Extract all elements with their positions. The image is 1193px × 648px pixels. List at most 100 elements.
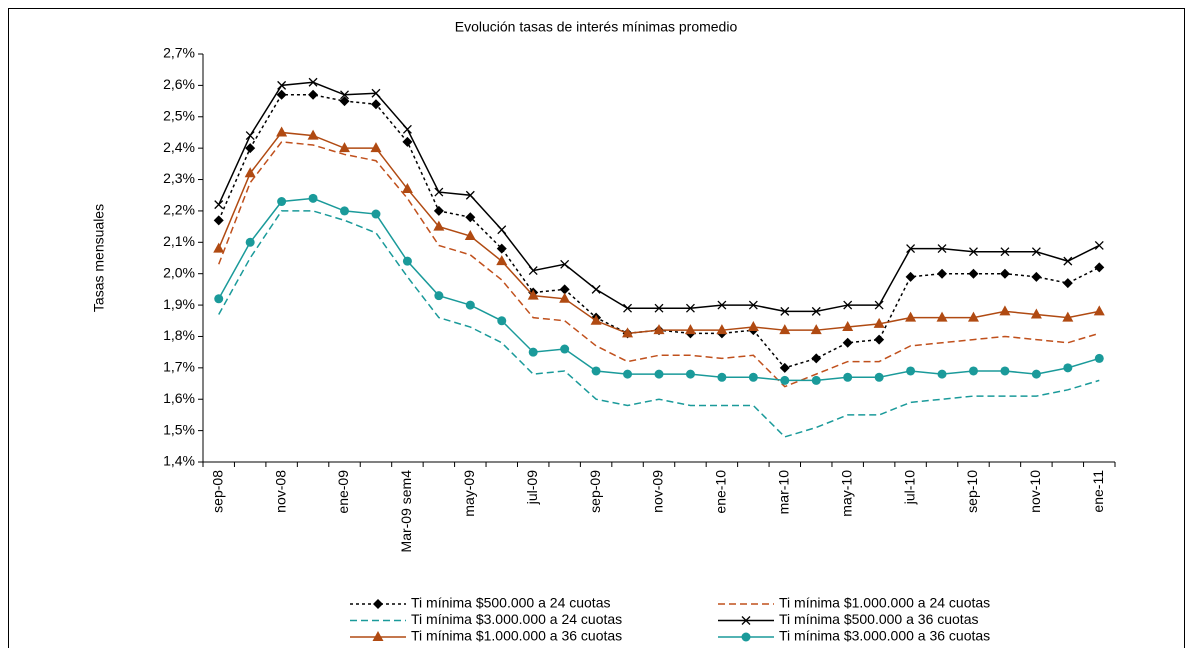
- x-tick-label: nov-08: [272, 470, 288, 513]
- y-tick-label: 1,8%: [163, 327, 195, 343]
- marker: [496, 255, 508, 266]
- y-tick-label: 2,4%: [163, 139, 195, 155]
- marker: [465, 190, 475, 200]
- x-tick-label: sep-10: [964, 470, 980, 513]
- marker: [528, 266, 538, 276]
- y-axis-label: Tasas mensuales: [91, 204, 107, 312]
- x-tick-label: nov-09: [650, 470, 666, 513]
- marker: [371, 209, 381, 219]
- marker: [780, 306, 790, 316]
- marker: [402, 124, 412, 134]
- marker: [717, 300, 727, 310]
- marker: [874, 334, 885, 345]
- marker: [244, 167, 256, 178]
- marker: [560, 259, 570, 269]
- marker: [780, 375, 790, 385]
- marker: [497, 316, 507, 326]
- x-tick-label: may-09: [461, 470, 477, 517]
- marker: [905, 311, 917, 322]
- marker: [685, 303, 695, 313]
- marker: [214, 200, 224, 210]
- marker: [842, 321, 854, 332]
- marker: [402, 136, 413, 147]
- marker: [340, 90, 349, 100]
- y-tick-label: 2,3%: [163, 170, 195, 186]
- marker: [372, 631, 384, 641]
- series-line: [218, 141, 1100, 388]
- y-tick-label: 2,2%: [163, 202, 195, 218]
- marker: [496, 243, 507, 254]
- x-tick-label: jul-09: [524, 470, 540, 505]
- marker: [654, 303, 664, 313]
- legend-label: Ti mínima $3.000.000 a 36 cuotas: [779, 628, 990, 644]
- marker: [276, 126, 288, 137]
- series-line: [218, 81, 1100, 313]
- series-line: [218, 131, 1100, 335]
- marker: [684, 324, 696, 335]
- marker: [741, 632, 751, 642]
- marker: [1062, 311, 1074, 322]
- legend-label: Ti mínima $500.000 a 24 cuotas: [411, 595, 611, 611]
- marker: [465, 300, 475, 310]
- marker: [277, 197, 287, 207]
- marker: [842, 337, 853, 348]
- marker: [434, 187, 444, 197]
- x-tick-label: ene-11: [1090, 470, 1106, 513]
- marker: [623, 369, 633, 379]
- marker: [591, 366, 601, 376]
- x-tick-label: jul-10: [901, 470, 917, 505]
- marker: [811, 306, 821, 316]
- marker: [214, 294, 224, 304]
- marker: [748, 300, 758, 310]
- marker: [591, 284, 601, 294]
- marker: [811, 375, 821, 385]
- marker: [245, 143, 256, 154]
- marker: [999, 268, 1010, 279]
- y-tick-label: 2,6%: [163, 76, 195, 92]
- marker: [874, 372, 884, 382]
- marker: [340, 206, 350, 216]
- y-tick-label: 2,7%: [163, 45, 195, 61]
- marker: [654, 369, 664, 379]
- x-tick-label: Mar-09 sem4: [398, 470, 414, 553]
- marker: [906, 244, 916, 254]
- marker: [559, 284, 570, 295]
- x-tick-label: sep-09: [587, 470, 603, 513]
- series-line: [218, 210, 1100, 438]
- x-tick-label: mar-10: [775, 470, 791, 515]
- marker: [906, 366, 916, 376]
- marker: [1000, 366, 1010, 376]
- marker: [1031, 247, 1041, 257]
- marker: [811, 353, 822, 364]
- marker: [747, 321, 759, 332]
- y-tick-label: 1,9%: [163, 296, 195, 312]
- marker: [936, 311, 948, 322]
- marker: [716, 324, 728, 335]
- marker: [968, 366, 978, 376]
- legend-label: Ti mínima $1.000.000 a 24 cuotas: [779, 595, 990, 611]
- x-tick-label: sep-08: [209, 470, 225, 513]
- marker: [653, 324, 665, 335]
- marker: [433, 205, 444, 216]
- y-tick-label: 2,0%: [163, 264, 195, 280]
- marker: [370, 99, 381, 110]
- marker: [779, 362, 790, 373]
- marker: [685, 369, 695, 379]
- marker: [402, 256, 412, 266]
- marker: [810, 324, 822, 335]
- marker: [1093, 305, 1105, 316]
- legend-label: Ti mínima $500.000 a 36 cuotas: [779, 611, 979, 627]
- marker: [370, 142, 382, 153]
- marker: [213, 242, 225, 253]
- marker: [937, 369, 947, 379]
- marker: [1094, 240, 1104, 250]
- marker: [434, 291, 444, 301]
- marker: [748, 372, 758, 382]
- marker: [245, 131, 255, 141]
- y-tick-label: 1,5%: [163, 421, 195, 437]
- legend-label: Ti mínima $3.000.000 a 24 cuotas: [411, 611, 622, 627]
- y-tick-label: 1,7%: [163, 359, 195, 375]
- marker: [528, 347, 538, 357]
- legend-label: Ti mínima $1.000.000 a 36 cuotas: [411, 628, 622, 644]
- y-tick-label: 1,6%: [163, 390, 195, 406]
